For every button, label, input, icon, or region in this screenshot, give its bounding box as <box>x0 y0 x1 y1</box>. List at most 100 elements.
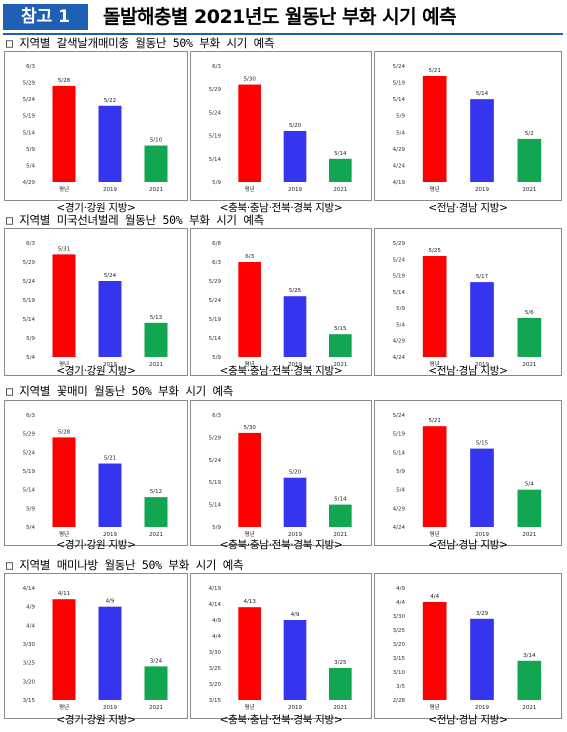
data-label: 5/15 <box>476 441 489 447</box>
data-label: 5/14 <box>334 151 347 157</box>
bar-2021 <box>517 317 542 357</box>
bar-2019 <box>283 296 307 357</box>
y-tick-label: 5/9 <box>26 147 35 153</box>
data-label: 3/29 <box>476 611 489 617</box>
y-tick-label: 3/20 <box>393 642 406 648</box>
x-category-label: 2019 <box>475 705 489 711</box>
y-tick-label: 3/15 <box>209 698 222 704</box>
section-title-gypsy-moth: □ 지역별 매미나방 월동난 50% 부화 시기 예측 <box>6 558 244 572</box>
bar-2021 <box>144 497 168 527</box>
chart-panel: 4/29 5/4 5/9 5/14 5/19 5/24 5/29 6/3 5/28 평년 5/22 2… <box>4 51 188 201</box>
chart-panel: 5/4 5/9 5/14 5/19 5/24 5/29 6/3 5/28 평년 5/21 2019 5… <box>4 400 188 546</box>
y-tick-label: 4/19 <box>393 180 406 186</box>
region-caption: <충북·충남·전북·경북 지방> <box>219 714 343 726</box>
y-tick-label: 5/19 <box>23 114 36 120</box>
bar-chart: 4/24 4/29 5/4 5/9 5/14 5/19 5/24 5/29 5/25 평년 5/17… <box>393 241 542 368</box>
y-tick-label: 5/24 <box>209 298 222 304</box>
x-category-label: 2021 <box>333 705 347 711</box>
y-tick-label: 5/19 <box>209 134 222 140</box>
y-tick-label: 4/9 <box>26 605 35 611</box>
y-tick-label: 3/5 <box>396 684 405 690</box>
chart-panel: 3/15 3/20 3/25 3/30 4/4 4/9 4/14 4/11 평년 4/9 2019 3… <box>4 573 188 719</box>
y-tick-label: 5/4 <box>396 322 405 328</box>
bar-chart: 4/24 4/29 5/4 5/9 5/14 5/19 5/24 5/21 평년 5/15 2019… <box>393 413 542 538</box>
y-tick-label: 5/4 <box>26 525 35 531</box>
data-label: 5/24 <box>104 273 117 279</box>
bar-chart: 2/28 3/5 3/10 3/15 3/20 3/25 3/30 4/4 4/9 4/4 평년 3/… <box>393 586 542 711</box>
data-label: 5/22 <box>104 98 116 104</box>
y-tick-label: 5/29 <box>23 260 36 266</box>
y-tick-label: 4/4 <box>212 634 221 640</box>
y-tick-label: 5/19 <box>23 469 36 475</box>
x-category-label: 2021 <box>333 362 347 368</box>
y-tick-label: 4/14 <box>23 586 36 592</box>
x-category-label: 평년 <box>245 360 255 368</box>
bar-2021 <box>329 504 352 527</box>
y-tick-label: 5/24 <box>23 450 36 456</box>
bar-chart: 5/4 5/9 5/14 5/19 5/24 5/29 6/3 5/28 평년 5/21 2019 5… <box>23 413 168 538</box>
y-tick-label: 6/3 <box>26 64 35 70</box>
x-category-label: 평년 <box>59 185 69 193</box>
y-tick-label: 3/30 <box>393 614 406 620</box>
y-tick-label: 2/28 <box>393 698 406 704</box>
x-category-label: 2021 <box>149 187 163 193</box>
x-category-label: 평년 <box>245 530 255 538</box>
bar-2021 <box>517 489 542 527</box>
data-label: 5/12 <box>150 489 162 495</box>
y-tick-label: 5/9 <box>26 336 35 342</box>
y-tick-label: 5/9 <box>212 180 221 186</box>
y-tick-label: 5/24 <box>393 413 406 419</box>
x-category-label: 평년 <box>59 703 69 711</box>
bar-chart: 5/9 5/14 5/19 5/24 5/29 6/3 5/30 평년 5/20 2019 5/14… <box>209 413 352 538</box>
x-category-label: 평년 <box>59 360 69 368</box>
y-tick-label: 4/9 <box>212 618 221 624</box>
bar-chart: 3/15 3/20 3/25 3/30 4/4 4/9 4/14 4/11 평년 4/9 2019 3… <box>23 586 168 711</box>
region-caption: <경기·강원 지방> <box>56 365 136 377</box>
bar-평년 <box>422 75 447 182</box>
bar-chart: 4/19 4/24 4/29 5/4 5/9 5/14 5/19 5/24 5/21 평년 5/14… <box>393 64 542 193</box>
y-tick-label: 5/9 <box>26 506 35 512</box>
bar-평년 <box>52 437 76 527</box>
data-label: 5/21 <box>428 418 440 424</box>
x-category-label: 2021 <box>522 705 536 711</box>
bar-2021 <box>517 660 542 700</box>
x-category-label: 평년 <box>430 530 440 538</box>
y-tick-label: 3/20 <box>209 682 222 688</box>
y-tick-label: 4/29 <box>23 180 36 186</box>
y-tick-label: 5/24 <box>209 458 222 464</box>
x-category-label: 2021 <box>522 532 536 538</box>
x-category-label: 2019 <box>103 187 117 193</box>
region-caption: <충북·충남·전북·경북 지방> <box>219 539 343 551</box>
report-header: 참고 1 돌발해충별 2021년도 월동난 부화 시기 예측 <box>3 4 563 35</box>
chart-panel: 5/9 5/14 5/19 5/24 5/29 6/3 5/30 평년 5/20 2019 5/14… <box>190 51 372 201</box>
y-tick-label: 5/9 <box>396 469 405 475</box>
y-tick-label: 5/29 <box>23 432 36 438</box>
bar-chart: 5/4 5/9 5/14 5/19 5/24 5/29 6/3 5/31 평년 5/24 2019 5… <box>23 241 168 368</box>
x-category-label: 평년 <box>245 185 255 193</box>
section-title-citrus-flatid-planthopper: □ 지역별 미국선녀벌레 월동난 50% 부화 시기 예측 <box>6 213 264 227</box>
y-tick-label: 5/9 <box>396 306 405 312</box>
bar-평년 <box>422 426 447 527</box>
data-label: 5/20 <box>289 123 302 129</box>
y-tick-label: 3/20 <box>23 679 36 685</box>
page-title: 돌발해충별 2021년도 월동난 부화 시기 예측 <box>103 6 457 28</box>
chart-panel: 4/24 4/29 5/4 5/9 5/14 5/19 5/24 5/29 5/25 평년 5/17… <box>374 228 562 376</box>
y-tick-label: 3/30 <box>209 650 222 656</box>
x-category-label: 2019 <box>475 362 489 368</box>
bar-평년 <box>52 599 76 700</box>
region-caption: <전남·경남 지방> <box>428 539 508 551</box>
reference-badge: 참고 1 <box>3 4 88 30</box>
x-category-label: 평년 <box>245 703 255 711</box>
y-tick-label: 5/24 <box>393 257 406 263</box>
chart-panel: 5/4 5/9 5/14 5/19 5/24 5/29 6/3 5/31 평년 5/24 2019 5… <box>4 228 188 376</box>
bar-chart: 5/9 5/14 5/19 5/24 5/29 6/3 6/8 6/3 평년 5/25 2019 5/… <box>209 241 352 368</box>
y-tick-label: 3/10 <box>393 670 406 676</box>
data-label: 5/4 <box>525 482 534 488</box>
y-tick-label: 5/4 <box>396 488 405 494</box>
x-category-label: 2021 <box>522 187 536 193</box>
x-category-label: 2021 <box>149 532 163 538</box>
bar-2019 <box>283 130 307 182</box>
data-label: 4/9 <box>106 599 115 605</box>
x-category-label: 2019 <box>475 187 489 193</box>
y-tick-label: 4/4 <box>26 623 35 629</box>
